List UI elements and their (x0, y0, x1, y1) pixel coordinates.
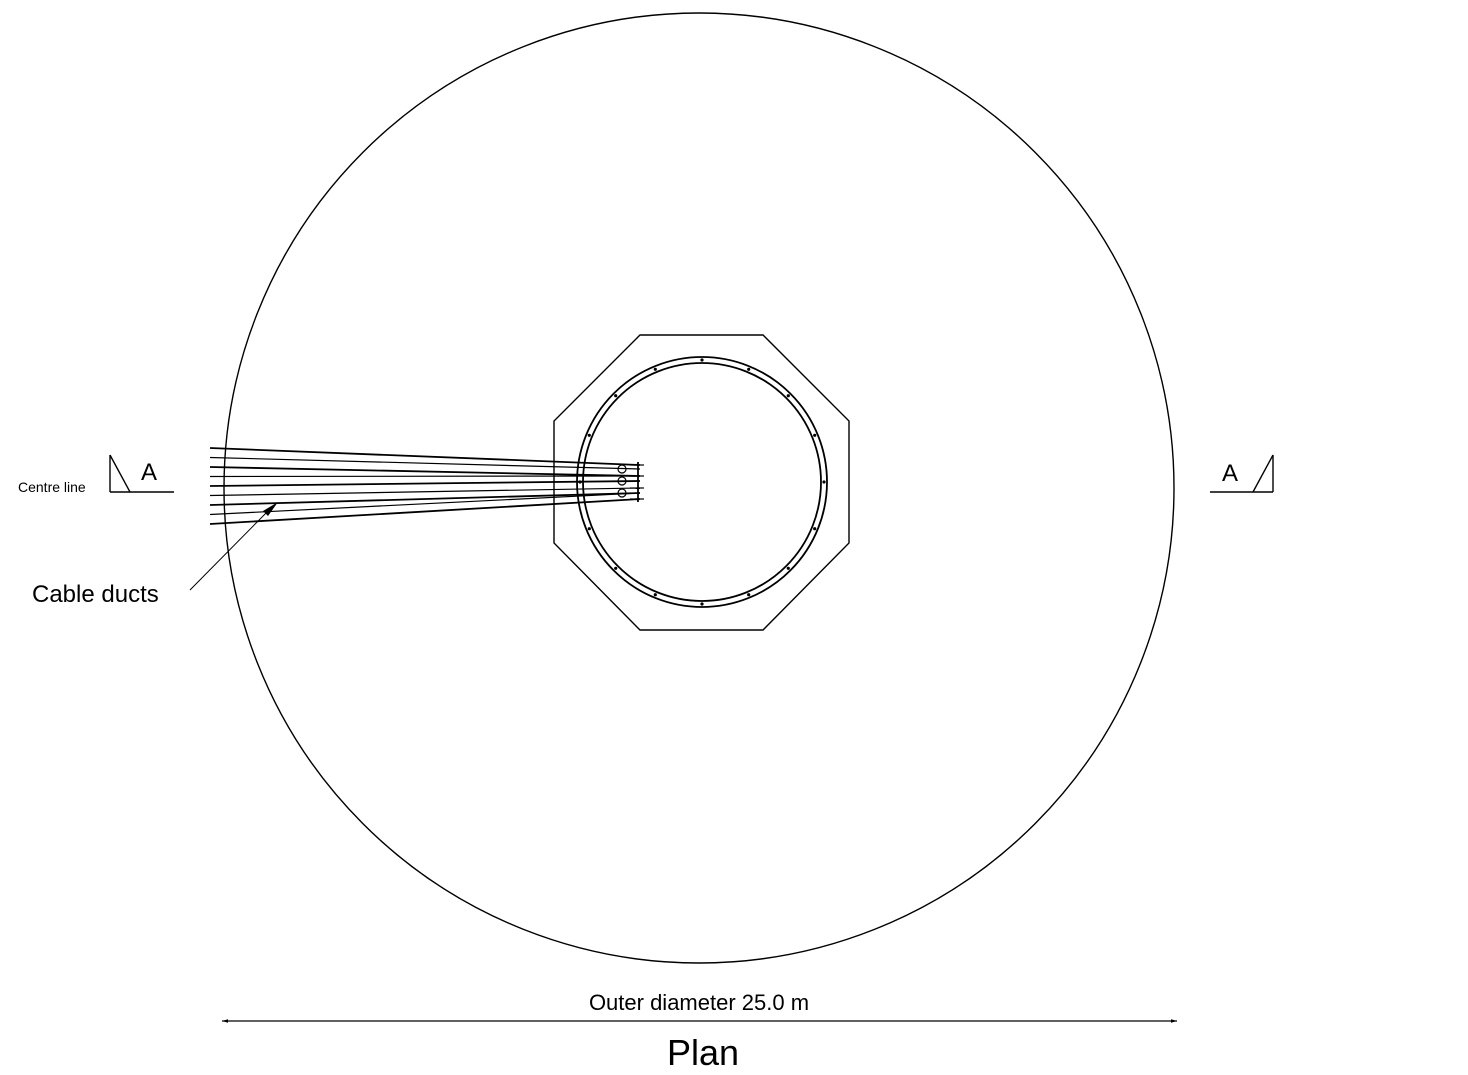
cable-duct (209, 492, 641, 506)
outer-foundation-circle (223, 12, 1175, 964)
duct-end-circle (617, 476, 627, 486)
anchor-bolt (813, 433, 817, 437)
anchor-bolt (813, 527, 817, 531)
cable-ducts-leader-line (189, 510, 269, 591)
cable-duct (209, 498, 641, 525)
outer-diameter-label: Outer diameter 25.0 m (589, 990, 809, 1015)
section-right-diagonal (1252, 454, 1274, 493)
cable-duct (209, 487, 641, 497)
anchor-bolt (786, 394, 790, 398)
duct-end-circle (617, 488, 627, 498)
section-marker-right (1210, 454, 1274, 493)
cable-duct (209, 456, 641, 470)
cable-duct (209, 492, 641, 516)
anchor-bolt (587, 433, 591, 437)
anchor-bolt (822, 480, 826, 484)
anchor-bolt (587, 527, 591, 531)
section-left-letter: A (141, 459, 157, 486)
cable-duct-group (209, 447, 641, 525)
anchor-bolt (700, 602, 704, 606)
anchor-bolt (747, 593, 751, 597)
cable-duct (209, 466, 641, 477)
cable-duct (209, 480, 641, 487)
anchor-bolt (653, 367, 657, 371)
anchor-bolt (747, 367, 751, 371)
section-marker-left (109, 454, 174, 493)
centre-line-label: Centre line (18, 479, 86, 495)
cable-duct (209, 447, 641, 466)
cable-ducts-leader-arrowhead (263, 502, 278, 516)
anchor-bolt (614, 394, 618, 398)
cable-ducts-label: Cable ducts (32, 581, 159, 608)
section-right-letter: A (1222, 460, 1238, 487)
octagonal-pedestal (553, 334, 850, 631)
anchor-bolt (786, 566, 790, 570)
duct-end-group (617, 462, 644, 502)
cable-duct (209, 475, 641, 478)
anchor-bolt-group (578, 358, 826, 606)
anchor-bolt (653, 593, 657, 597)
anchor-bolt (614, 566, 618, 570)
anchor-bolt (700, 358, 704, 362)
duct-end-circle (617, 464, 627, 474)
plan-title: Plan (667, 1032, 739, 1073)
section-left-diagonal (109, 454, 131, 493)
